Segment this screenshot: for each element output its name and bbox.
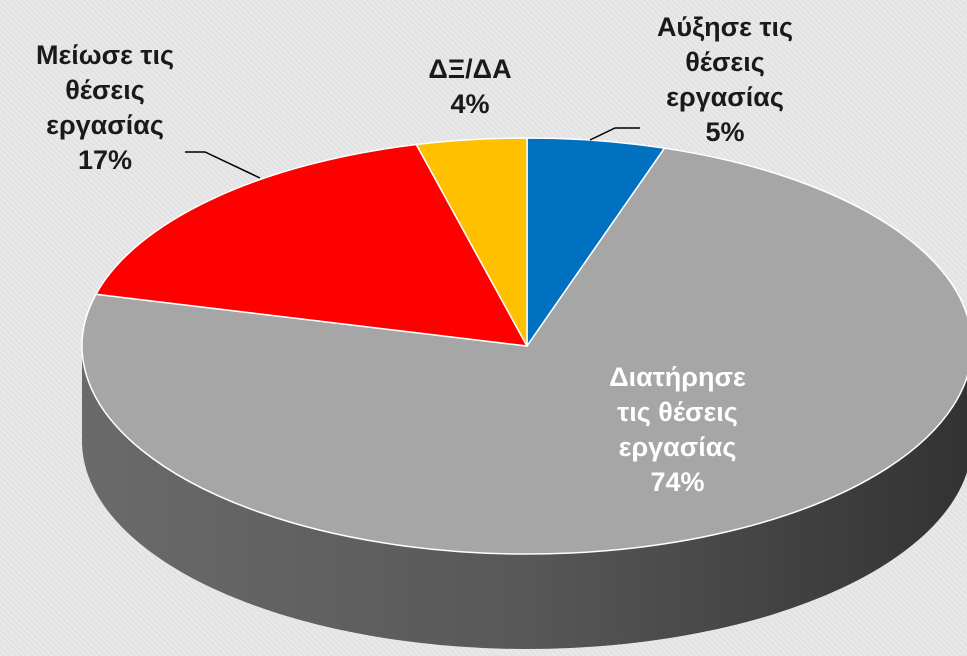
- leader-line: [589, 127, 640, 141]
- category-label: Μείωσε τις θέσεις εργασίας: [36, 40, 174, 140]
- value-label: 5%: [705, 117, 745, 147]
- pie-slice: [415, 137, 528, 347]
- leader-line: [185, 151, 261, 179]
- data-label: Αύξησε τις θέσεις εργασίας 5%: [625, 10, 825, 150]
- category-label: ΔΞ/ΔΑ: [428, 54, 512, 84]
- pie-slice: [94, 143, 529, 347]
- pie-side-shade: [82, 346, 967, 649]
- data-label: Μείωσε τις θέσεις εργασίας 17%: [5, 38, 205, 178]
- value-label: 17%: [77, 145, 133, 175]
- category-label: Αύξησε τις θέσεις εργασίας: [656, 12, 794, 112]
- data-label: Διατήρησε τις θέσεις εργασίας 74%: [590, 360, 765, 500]
- category-label: Διατήρησε τις θέσεις εργασίας: [609, 362, 746, 462]
- value-label: 74%: [650, 467, 705, 497]
- data-label: ΔΞ/ΔΑ 4%: [380, 52, 560, 122]
- value-label: 4%: [450, 89, 490, 119]
- pie-slice: [81, 147, 967, 555]
